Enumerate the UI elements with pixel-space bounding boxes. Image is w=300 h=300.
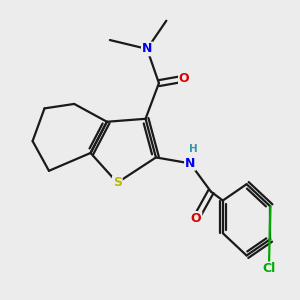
- Text: N: N: [185, 157, 195, 170]
- Text: H: H: [189, 144, 197, 154]
- Text: O: O: [191, 212, 201, 225]
- Text: N: N: [142, 42, 152, 56]
- Text: S: S: [113, 176, 122, 189]
- Text: Cl: Cl: [262, 262, 275, 275]
- Text: O: O: [179, 72, 190, 85]
